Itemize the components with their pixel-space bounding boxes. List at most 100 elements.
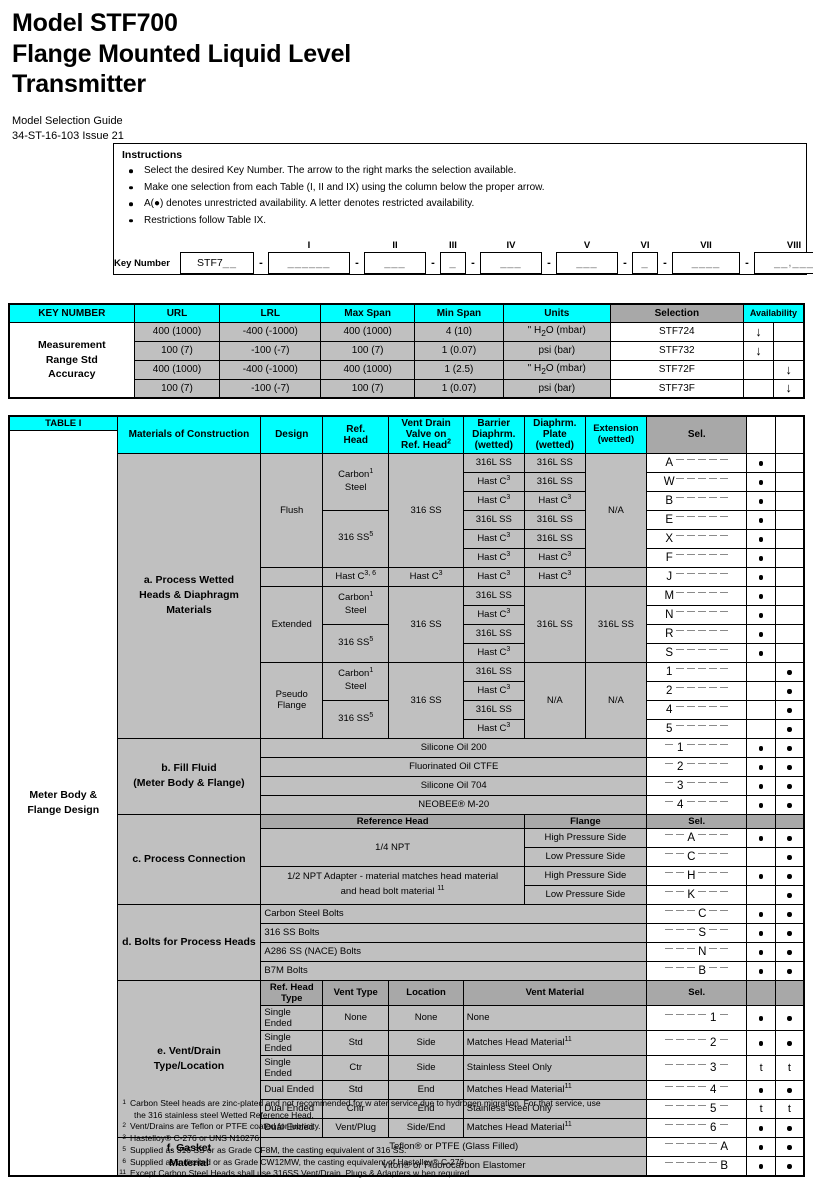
cell-avail-1 [746, 661, 776, 682]
cell-sel[interactable]: S [645, 642, 748, 663]
cell-sel[interactable]: C [645, 903, 748, 924]
cell-sel[interactable]: 3 [645, 1054, 748, 1081]
cell-sel[interactable]: 3 [645, 775, 748, 796]
hdr-avail-2 [774, 416, 805, 454]
footnote-text: Vent/Drains are Teflon or PTFE coated fo… [130, 1121, 321, 1132]
cell-sel[interactable]: 2 [645, 756, 748, 777]
cell-avail-1 [746, 941, 776, 962]
sel-char: J [666, 570, 673, 583]
cell-sel[interactable]: B [645, 1155, 748, 1177]
cell-barrier: 316L SS [462, 623, 525, 644]
cell-sel[interactable]: N [645, 604, 748, 625]
cell-ref-head: 316 SS5 [322, 699, 390, 739]
instruction-text: A(●) denotes unrestricted availability. … [144, 198, 475, 209]
cell-location: None [388, 1004, 464, 1031]
cell-sel[interactable]: C [645, 846, 748, 867]
key-number-field[interactable]: ___ [364, 252, 426, 274]
selection-code: 4 [650, 702, 743, 718]
key-separator: - [355, 257, 359, 269]
cell-sel[interactable]: 2 [645, 1029, 748, 1056]
cell-barrier: 316L SS [462, 452, 525, 473]
cell-sel[interactable]: B [645, 960, 748, 981]
key-number-field[interactable]: ______ [268, 252, 350, 274]
cell-sel[interactable]: 1 [645, 1004, 748, 1031]
sel-char: C [687, 850, 696, 863]
cell-extension: 316L SS [584, 585, 648, 663]
cell-sel[interactable]: 2 [645, 680, 748, 701]
cell-min-span: 1 (0.07) [414, 378, 504, 399]
cell-sel[interactable]: A [645, 452, 748, 473]
cell-sel[interactable]: X [645, 528, 748, 549]
instruction-item: A(●) denotes unrestricted availability. … [122, 196, 798, 213]
availability-dot-icon [758, 1164, 764, 1169]
cell-url: 400 (1000) [133, 359, 221, 380]
cell-avail-1 [746, 846, 776, 867]
cell-avail-2 [774, 960, 805, 981]
table-row: f. Gasket Material Teflon® or PTFE (Glass … [9, 1136, 805, 1177]
cell-sel[interactable]: E [645, 509, 748, 530]
selection-code: 2 [650, 759, 743, 775]
arrow-down-icon: ↓ [785, 361, 792, 377]
cell-selection[interactable]: STF724 [609, 321, 744, 342]
sel-char: 4 [677, 798, 684, 811]
cell-sel[interactable]: R [645, 623, 748, 644]
cell-location: Side/End [388, 1117, 464, 1138]
cell-vent-material: None [462, 1004, 648, 1031]
cell-bolt-type: Carbon Steel Bolts [260, 903, 647, 924]
cell-sel[interactable]: K [645, 884, 748, 905]
cell-sel[interactable]: 4 [645, 1079, 748, 1100]
cell-gasket-material: Viton® or Fluorocarbon Elastomer [260, 1155, 647, 1177]
cell-sel[interactable]: H [645, 865, 748, 886]
footnote: 2 Vent/Drains are Teflon or PTFE coated f… [112, 1121, 812, 1133]
key-number-field[interactable]: STF7 __ [180, 252, 254, 274]
selection-code: B [650, 493, 743, 509]
cell-avail-1 [746, 1079, 776, 1100]
cell-sel[interactable]: N [645, 941, 748, 962]
table-subheader-row: e. Vent/Drain Type/Location Ref. Head Type… [9, 979, 805, 1138]
cell-sel[interactable]: W [645, 471, 748, 492]
sel-char: 2 [677, 760, 684, 773]
footnote: 5 Supplied as 316 SS or as Grade CF8M, th… [112, 1145, 812, 1157]
availability-dot-icon [758, 746, 764, 751]
availability-dot-icon [787, 931, 792, 936]
cell-sel[interactable]: A [645, 827, 748, 848]
sel-char: M [664, 589, 675, 602]
table-row: Single Ended None None None 1 [9, 1004, 805, 1031]
cell-avail-2 [774, 1029, 805, 1056]
cell-selection[interactable]: STF732 [609, 340, 744, 361]
cell-plate: 316L SS [523, 528, 586, 549]
cell-sel[interactable]: M [645, 585, 748, 606]
cell-sel[interactable]: F [645, 547, 748, 568]
cell-ref-head: Carbon1 Steel [322, 661, 390, 701]
cell-sel[interactable]: 1 [645, 737, 748, 758]
key-number-field[interactable]: ____ [672, 252, 740, 274]
cell-sel[interactable]: 5 [645, 718, 748, 739]
key-number-field[interactable]: _ [632, 252, 658, 274]
cell-availability-1 [742, 359, 775, 380]
key-number-field[interactable]: __,___ [754, 252, 813, 274]
key-number-field[interactable]: ___ [556, 252, 618, 274]
sel-char: F [665, 551, 673, 564]
cell-sel[interactable]: 1 [645, 661, 748, 682]
key-number-field[interactable]: ___ [480, 252, 542, 274]
cell-sel[interactable]: 4 [645, 794, 748, 815]
selection-code: E [650, 512, 743, 528]
cell-sel[interactable]: S [645, 922, 748, 943]
cell-extension [584, 566, 648, 587]
cell-selection[interactable]: STF72F [609, 359, 744, 380]
cell-sel[interactable]: J [645, 566, 748, 587]
table-row: 316 SS5 316L SS R [9, 623, 805, 663]
sel-char: A [687, 831, 696, 844]
sel-char: N [698, 945, 707, 958]
availability-dot-icon [758, 613, 764, 618]
cell-sel[interactable]: 5 [645, 1098, 748, 1119]
key-number-field[interactable]: _ [440, 252, 466, 274]
title-line-2: Flange Mounted Liquid Level [12, 39, 352, 68]
subhdr-vent-type: Vent Type [322, 979, 390, 1006]
sel-char: 1 [666, 665, 673, 678]
cell-sel[interactable]: 6 [645, 1117, 748, 1138]
cell-selection[interactable]: STF73F [609, 378, 744, 399]
cell-sel[interactable]: B [645, 490, 748, 511]
sep-spacer [254, 239, 268, 251]
cell-sel[interactable]: 4 [645, 699, 748, 720]
